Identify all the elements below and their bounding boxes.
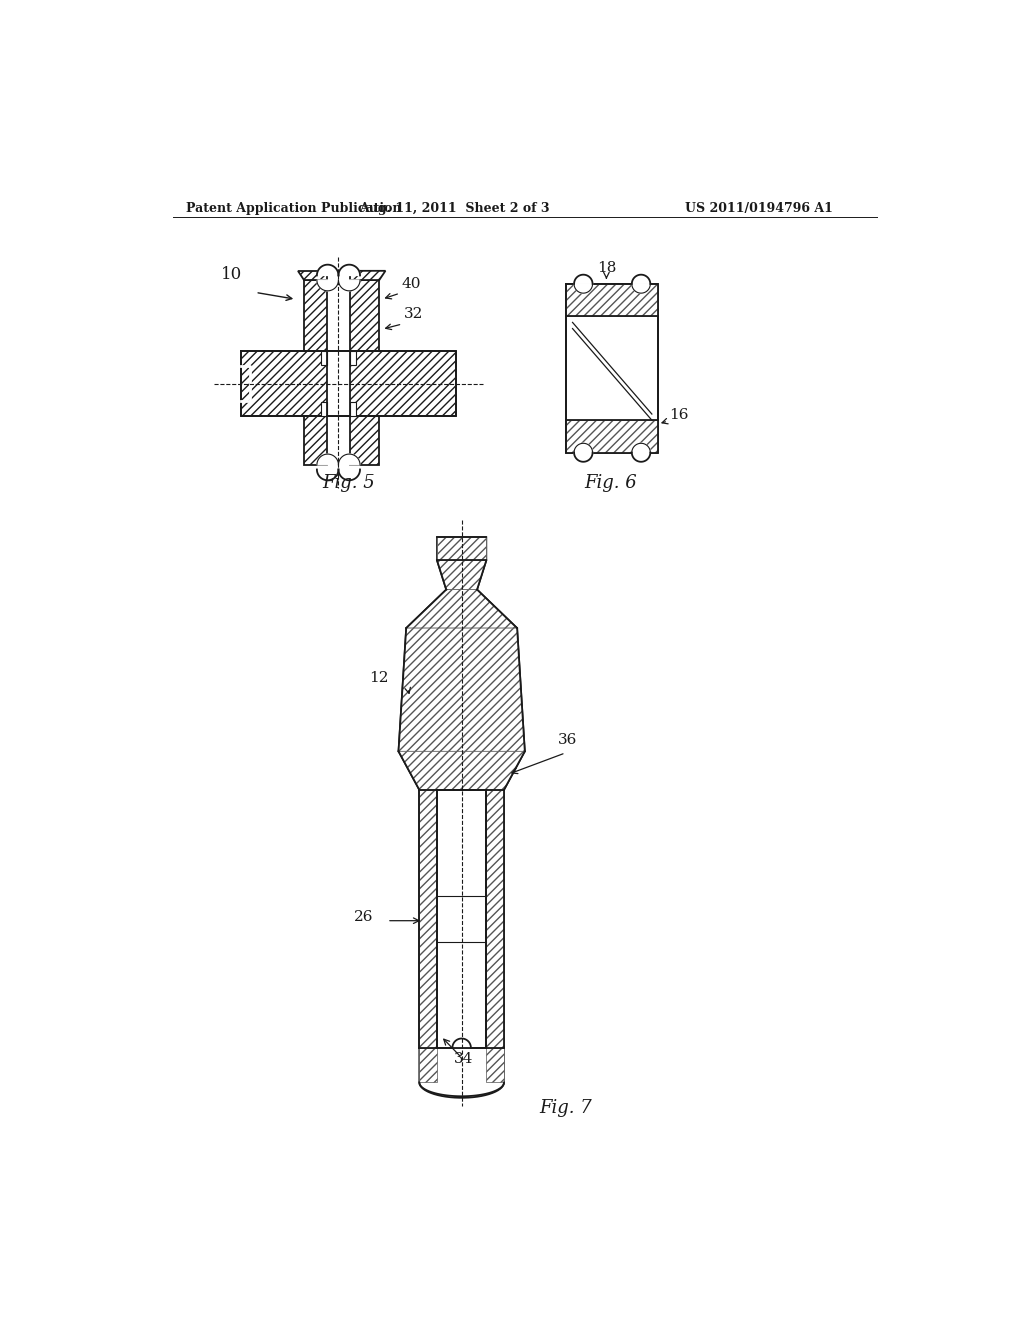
Polygon shape	[327, 351, 350, 416]
Polygon shape	[304, 416, 327, 465]
Text: Patent Application Publication: Patent Application Publication	[186, 202, 401, 215]
Polygon shape	[453, 1039, 471, 1048]
Polygon shape	[574, 284, 593, 293]
Polygon shape	[398, 751, 524, 789]
Polygon shape	[350, 351, 356, 364]
Polygon shape	[350, 416, 379, 465]
Polygon shape	[398, 628, 524, 751]
Polygon shape	[574, 444, 593, 453]
Text: US 2011/0194796 A1: US 2011/0194796 A1	[685, 202, 833, 215]
Text: 12: 12	[370, 671, 389, 685]
Polygon shape	[350, 280, 379, 351]
Polygon shape	[632, 284, 650, 293]
Polygon shape	[437, 789, 486, 1048]
Polygon shape	[632, 444, 650, 453]
Polygon shape	[316, 470, 339, 480]
Polygon shape	[566, 420, 658, 453]
Text: Fig. 7: Fig. 7	[540, 1100, 592, 1117]
Text: 18: 18	[597, 261, 616, 276]
Polygon shape	[486, 1048, 504, 1082]
Polygon shape	[350, 403, 356, 416]
Polygon shape	[566, 284, 658, 453]
Polygon shape	[419, 1048, 437, 1082]
Text: 26: 26	[354, 909, 374, 924]
Polygon shape	[566, 284, 658, 317]
Polygon shape	[316, 454, 339, 465]
Text: Fig. 6: Fig. 6	[585, 474, 637, 492]
Text: 10: 10	[221, 267, 243, 284]
Polygon shape	[339, 470, 360, 480]
Text: Fig. 5: Fig. 5	[323, 474, 375, 492]
Polygon shape	[574, 275, 593, 284]
Text: 34: 34	[454, 1052, 473, 1067]
Polygon shape	[398, 537, 524, 1098]
Polygon shape	[339, 265, 360, 276]
Polygon shape	[574, 453, 593, 462]
Polygon shape	[632, 275, 650, 284]
Polygon shape	[339, 454, 360, 465]
Polygon shape	[407, 590, 517, 628]
Polygon shape	[437, 561, 486, 590]
Polygon shape	[304, 280, 327, 351]
Polygon shape	[321, 403, 327, 416]
Text: 36: 36	[558, 733, 578, 747]
Polygon shape	[321, 351, 327, 364]
Polygon shape	[486, 789, 504, 1048]
Polygon shape	[350, 271, 385, 280]
Polygon shape	[316, 265, 339, 276]
Polygon shape	[437, 537, 486, 561]
Text: Aug. 11, 2011  Sheet 2 of 3: Aug. 11, 2011 Sheet 2 of 3	[358, 202, 549, 215]
Polygon shape	[316, 280, 339, 290]
Polygon shape	[339, 280, 360, 290]
Polygon shape	[419, 789, 437, 1048]
Text: 40: 40	[401, 277, 421, 290]
Text: 32: 32	[403, 306, 423, 321]
Polygon shape	[241, 351, 457, 416]
Polygon shape	[298, 271, 327, 280]
Text: 16: 16	[670, 408, 689, 421]
Polygon shape	[632, 453, 650, 462]
